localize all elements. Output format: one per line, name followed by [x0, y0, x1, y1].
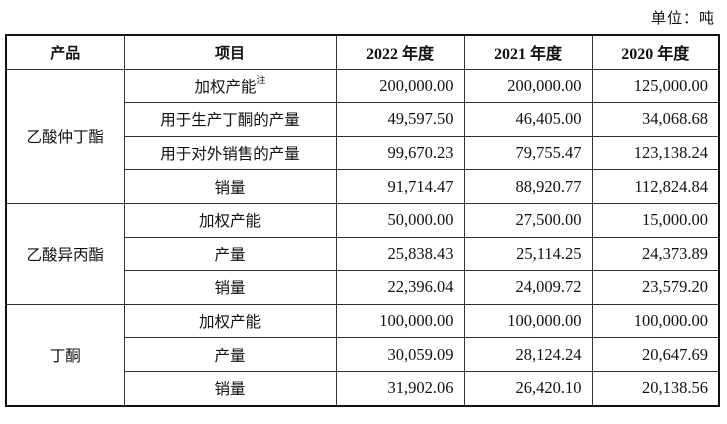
header-2021: 2021 年度 — [463, 34, 593, 70]
item-label: 加权产能 — [198, 313, 261, 332]
value-cell-2022: 31,902.06 — [335, 370, 465, 407]
product-cell: 丁酮 — [5, 303, 125, 407]
item-label: 产量 — [214, 346, 246, 365]
value-cell-2020: 34,068.68 — [591, 102, 720, 137]
value-cell-2020: 125,000.00 — [591, 68, 720, 104]
capacity-table: 产品 项目 2022 年度 2021 年度 2020 年度 乙酸仲丁酯 加权产能注… — [5, 34, 720, 407]
value-cell-2022: 100,000.00 — [335, 303, 465, 339]
value-cell-2022: 25,838.43 — [335, 236, 465, 272]
item-label: 用于对外销售的产量 — [160, 145, 300, 164]
table-row: 产量 25,838.43 25,114.25 24,373.89 — [6, 236, 720, 272]
value-cell-2021: 88,920.77 — [463, 169, 593, 204]
item-cell: 销量 — [123, 370, 337, 407]
value-cell-2022: 91,714.47 — [335, 169, 465, 204]
item-label: 产量 — [214, 245, 246, 264]
table-row: 用于对外销售的产量 99,670.23 79,755.47 123,138.24 — [6, 135, 720, 171]
item-cell: 用于对外销售的产量 — [123, 135, 337, 171]
value-cell-2021: 24,009.72 — [463, 270, 593, 305]
value-cell-2020: 23,579.20 — [591, 270, 720, 305]
value-cell-2020: 112,824.84 — [591, 169, 720, 204]
value-cell-2021: 25,114.25 — [463, 236, 593, 272]
item-cell: 加权产能注 — [123, 68, 337, 104]
item-cell: 加权产能 — [123, 303, 337, 339]
product-cell: 乙酸异丙酯 — [5, 202, 125, 305]
value-cell-2020: 20,647.69 — [591, 337, 720, 372]
value-cell-2020: 20,138.56 — [591, 370, 720, 407]
table-row: 销量 22,396.04 24,009.72 23,579.20 — [6, 270, 720, 305]
value-cell-2020: 15,000.00 — [591, 202, 720, 238]
value-cell-2022: 99,670.23 — [335, 135, 465, 171]
header-product: 产品 — [5, 34, 125, 70]
item-cell: 加权产能 — [123, 202, 337, 238]
header-2020: 2020 年度 — [591, 34, 720, 70]
value-cell-2022: 49,597.50 — [335, 102, 465, 137]
table-row: 产量 30,059.09 28,124.24 20,647.69 — [6, 337, 720, 372]
item-label: 加权产能 — [198, 212, 261, 231]
value-cell-2021: 26,420.10 — [463, 370, 593, 407]
item-cell: 销量 — [123, 169, 337, 204]
value-cell-2022: 200,000.00 — [335, 68, 465, 104]
header-item: 项目 — [123, 34, 337, 70]
item-label: 销量 — [214, 279, 246, 298]
value-cell-2021: 28,124.24 — [463, 337, 593, 372]
table-body: 乙酸仲丁酯 加权产能注 200,000.00 200,000.00 125,000.00… — [5, 68, 720, 407]
footnote-marker: 注 — [256, 75, 266, 86]
value-cell-2020: 100,000.00 — [591, 303, 720, 339]
item-cell: 销量 — [123, 270, 337, 305]
item-cell: 用于生产丁酮的产量 — [123, 102, 337, 137]
value-cell-2021: 200,000.00 — [463, 68, 593, 104]
table-row: 用于生产丁酮的产量 49,597.50 46,405.00 34,068.68 — [6, 102, 720, 137]
header-2022: 2022 年度 — [335, 34, 465, 70]
table-row: 销量 91,714.47 88,920.77 112,824.84 — [6, 169, 720, 204]
value-cell-2021: 79,755.47 — [463, 135, 593, 171]
item-label: 销量 — [214, 380, 246, 399]
value-cell-2022: 30,059.09 — [335, 337, 465, 372]
value-cell-2020: 24,373.89 — [591, 236, 720, 272]
item-label: 销量 — [214, 178, 246, 197]
value-cell-2021: 27,500.00 — [463, 202, 593, 238]
table-row: 丁酮 加权产能 100,000.00 100,000.00 100,000.00 — [5, 303, 720, 407]
product-cell: 乙酸仲丁酯 — [5, 68, 125, 204]
item-cell: 产量 — [123, 337, 337, 372]
table-row: 乙酸异丙酯 加权产能 50,000.00 27,500.00 15,000.00 — [5, 202, 720, 305]
value-cell-2022: 22,396.04 — [335, 270, 465, 305]
value-cell-2021: 46,405.00 — [463, 102, 593, 137]
table-row: 销量 31,902.06 26,420.10 20,138.56 — [6, 370, 720, 407]
value-cell-2020: 123,138.24 — [591, 135, 720, 171]
item-label: 用于生产丁酮的产量 — [160, 111, 300, 130]
item-label: 加权产能 — [194, 77, 257, 96]
header-row: 产品 项目 2022 年度 2021 年度 2020 年度 — [5, 34, 720, 70]
value-cell-2022: 50,000.00 — [335, 202, 465, 238]
item-cell: 产量 — [123, 236, 337, 272]
value-cell-2021: 100,000.00 — [463, 303, 593, 339]
table-row: 乙酸仲丁酯 加权产能注 200,000.00 200,000.00 125,000.00 — [5, 68, 720, 204]
unit-label: 单位：吨 — [650, 9, 715, 27]
